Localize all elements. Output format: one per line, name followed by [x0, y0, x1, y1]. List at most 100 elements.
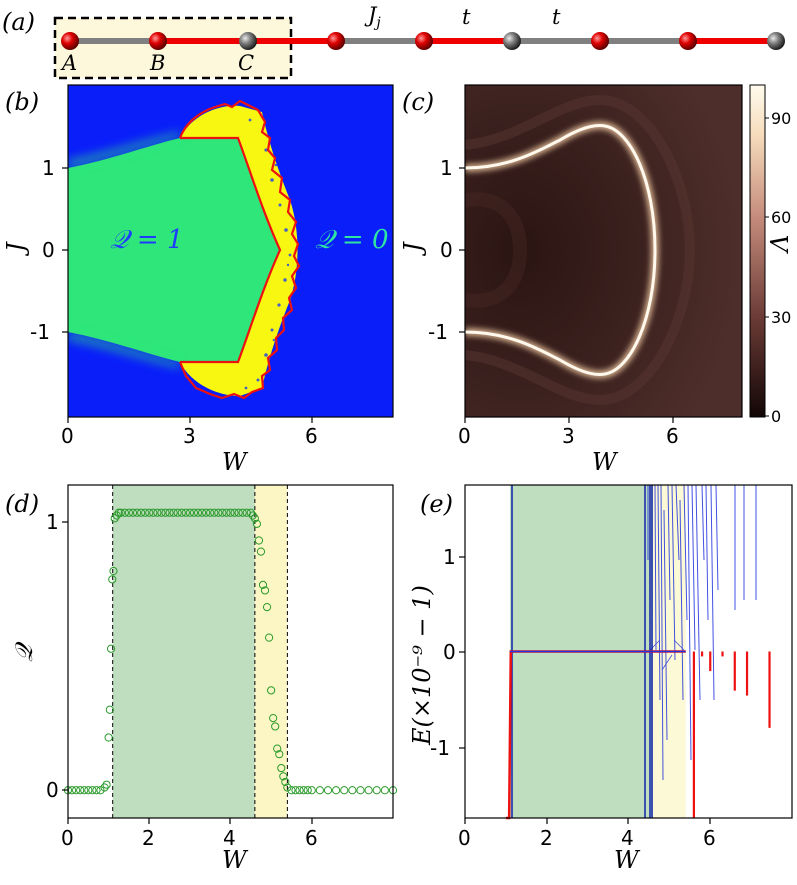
- lambda-ridge: [465, 124, 657, 376]
- d-point: [105, 705, 114, 714]
- d-point: [185, 508, 194, 517]
- d-point: [104, 733, 113, 742]
- d-point: [238, 508, 247, 517]
- b-ytick-1: 1: [42, 156, 55, 180]
- d-xlabel: W: [222, 846, 249, 874]
- d-point: [283, 783, 292, 792]
- site-red: [679, 32, 697, 50]
- phase-noise: [244, 118, 292, 390]
- d-point: [380, 786, 389, 795]
- c-ytick-m1: -1: [428, 320, 448, 344]
- d-point: [116, 508, 125, 517]
- site-red: [327, 32, 345, 50]
- d-point: [76, 786, 85, 795]
- site-red: [61, 32, 79, 50]
- panel-d-label: (d): [5, 490, 39, 518]
- b-xtick-0: 0: [61, 424, 74, 448]
- d-point: [340, 786, 349, 795]
- d-point: [92, 786, 101, 795]
- d-shaded-bands: [112, 485, 288, 818]
- panel-c-frame: [464, 84, 743, 418]
- d-point: [252, 519, 262, 528]
- e-xtick-6: 6: [703, 826, 716, 850]
- d-band-intermediate: [254, 485, 288, 818]
- d-point: [356, 786, 365, 795]
- colorbar-label: Λ: [766, 235, 794, 254]
- e-ytick-1: 1: [443, 545, 456, 569]
- d-point: [149, 508, 158, 517]
- panel-b-label: (b): [5, 88, 39, 116]
- d-point: [291, 786, 300, 795]
- colorbar: [749, 84, 766, 418]
- d-point: [372, 786, 381, 795]
- d-xtick-6: 6: [305, 826, 318, 850]
- panel-a: (a) A B C Jj t t: [2, 3, 785, 80]
- panel-c-label: (c): [402, 88, 434, 116]
- d-point: [173, 508, 182, 517]
- c-xtick-0: 0: [458, 424, 471, 448]
- d-point: [110, 514, 119, 523]
- d-point: [108, 575, 117, 584]
- d-point: [226, 508, 235, 517]
- panel-d: (d) 0 2 4 6 1 0 W 𝒬: [5, 484, 398, 874]
- e-red-spikes: [692, 651, 771, 818]
- d-point: [161, 508, 170, 517]
- d-point: [100, 783, 109, 792]
- c-ylabel: J: [399, 241, 427, 257]
- e-ytick-0: 0: [443, 640, 456, 664]
- e-xtick-0: 0: [458, 826, 471, 850]
- d-point: [307, 786, 316, 795]
- bond-label-t1: t: [462, 5, 471, 29]
- d-point: [262, 603, 272, 612]
- d-point: [260, 586, 270, 595]
- d-point: [197, 508, 207, 517]
- site-red: [149, 32, 167, 50]
- d-point: [109, 566, 118, 576]
- d-point: [222, 508, 231, 517]
- d-point: [137, 508, 146, 517]
- d-point: [303, 786, 312, 795]
- d-point: [248, 511, 257, 520]
- b-xtick-6: 6: [305, 424, 318, 448]
- panel-a-label: (a): [2, 8, 35, 36]
- e-xlabel: W: [614, 846, 641, 874]
- cbar-tick-0: 0: [771, 407, 781, 426]
- d-point: [112, 511, 121, 520]
- d-point: [264, 633, 274, 642]
- d-point: [348, 786, 357, 795]
- site-label-a: A: [60, 51, 77, 75]
- d-point: [234, 508, 243, 517]
- phase-boundary-red: [178, 99, 301, 400]
- panel-b-frame: [67, 84, 394, 418]
- heatmap-background: [465, 85, 742, 417]
- d-ytick-0: 0: [46, 778, 59, 802]
- d-point: [114, 508, 123, 517]
- d-point: [267, 686, 276, 695]
- d-point: [177, 508, 186, 517]
- d-point: [256, 547, 266, 556]
- b-ytick-0: 0: [42, 238, 55, 262]
- d-point: [189, 508, 199, 517]
- d-xtick-2: 2: [142, 826, 155, 850]
- c-xtick-6: 6: [666, 424, 679, 448]
- b-xlabel: W: [222, 448, 249, 476]
- panel-e: (e) 0 2 4 6 1 0 -1 W E(×10⁻⁹ − 1): [408, 484, 793, 874]
- d-point: [287, 786, 296, 795]
- d-point: [364, 786, 373, 795]
- panel-b: (b) 𝒬 = 1 𝒬 = 0: [2, 84, 394, 476]
- d-point: [295, 786, 304, 795]
- d-band-topological: [112, 485, 255, 818]
- d-point: [128, 508, 138, 517]
- cbar-tick-60: 60: [771, 208, 791, 227]
- d-point: [165, 508, 174, 517]
- d-point: [332, 786, 341, 795]
- panel-e-label: (e): [420, 490, 453, 518]
- d-point: [88, 786, 97, 795]
- d-point: [141, 508, 150, 517]
- e-ytick-m1: -1: [430, 736, 450, 760]
- d-point: [275, 750, 284, 759]
- site-label-b: B: [149, 51, 165, 75]
- phase-region-yellow: [180, 105, 298, 396]
- e-xtick-2: 2: [540, 826, 553, 850]
